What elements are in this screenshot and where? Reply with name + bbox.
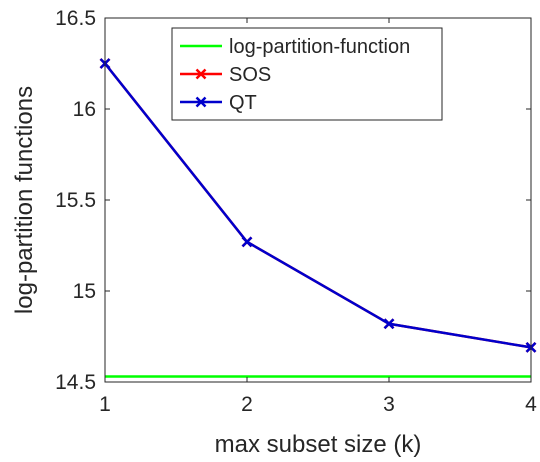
legend-marker: [195, 68, 207, 80]
legend-entry: SOS: [180, 64, 271, 86]
legend-marker: [195, 96, 207, 108]
x-tick-label: 3: [383, 393, 395, 416]
y-tick-label: 16: [73, 98, 96, 121]
x-tick-label: 2: [241, 393, 253, 416]
data-point-marker: [241, 236, 253, 248]
y-tick-label: 15: [73, 280, 96, 303]
data-point-marker: [383, 318, 395, 330]
y-tick-label: 16.5: [55, 7, 96, 30]
legend-label: SOS: [229, 64, 271, 86]
x-tick-label: 1: [99, 393, 111, 416]
y-tick-label: 14.5: [55, 371, 96, 394]
x-axis-title: max subset size (k): [215, 431, 422, 458]
y-axis-title: log-partition functions: [11, 86, 38, 314]
legend-entry: QT: [180, 92, 257, 114]
x-tick-label: 4: [525, 393, 537, 416]
y-tick-label: 15.5: [55, 189, 96, 212]
series-line: [104, 62, 532, 349]
legend-entry: log-partition-function: [180, 36, 410, 58]
ticks-layer: 1 2 3 4 14.5 15 15.5 16 16.5: [55, 7, 537, 416]
legend-label: log-partition-function: [229, 36, 410, 58]
legend-label: QT: [229, 92, 257, 114]
legend: log-partition-function SOS QT: [171, 27, 443, 121]
